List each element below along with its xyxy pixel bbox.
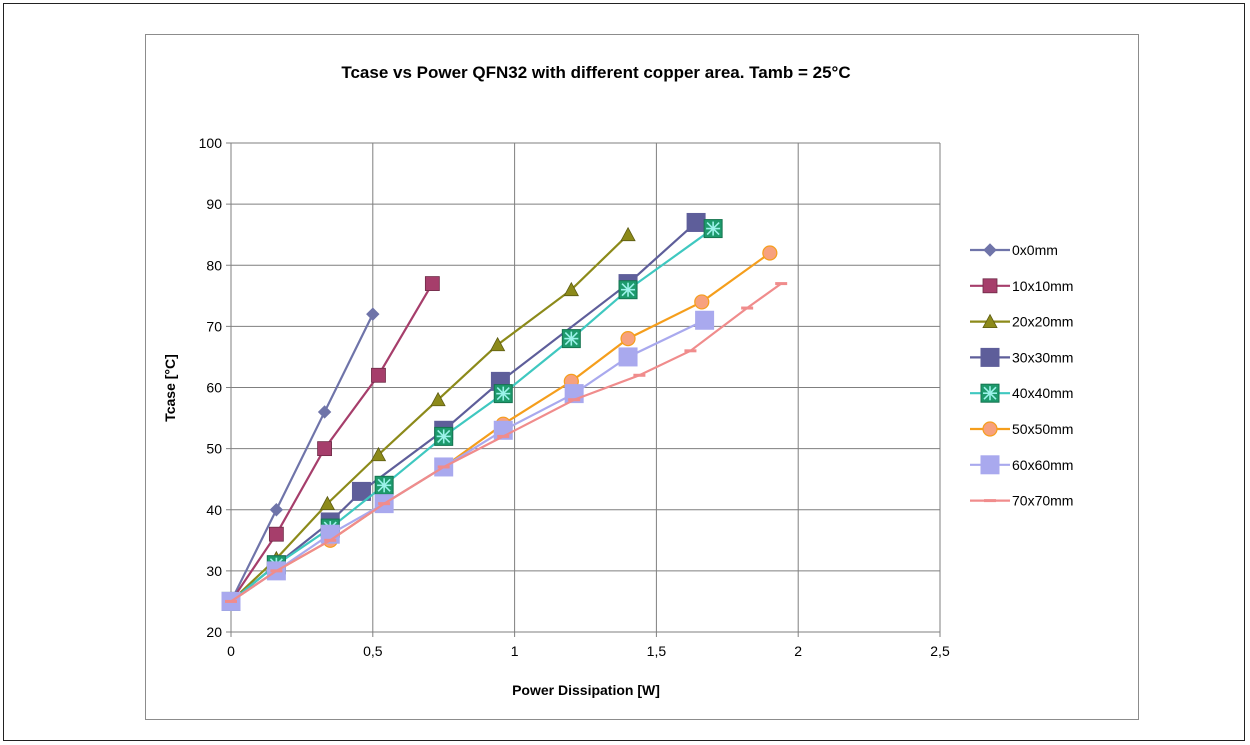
legend-marker: [980, 383, 1000, 403]
chart-title: Tcase vs Power QFN32 with different copp…: [341, 63, 850, 82]
y-axis-title: Tcase [°C]: [162, 354, 178, 422]
y-tick-label: 20: [206, 624, 222, 640]
axes: [226, 142, 941, 637]
series-layer: [221, 212, 788, 611]
data-point: [371, 367, 386, 383]
data-point: [703, 219, 723, 239]
data-point: [741, 306, 754, 310]
data-point: [351, 481, 371, 501]
data-point: [493, 384, 513, 404]
legend-label: 30x30mm: [1012, 349, 1073, 365]
legend: 0x0mm 10x10mm 20x20mm 30x30mm 40x40mm 50x50mm…: [970, 242, 1073, 509]
y-tick-label: 30: [206, 563, 222, 579]
data-point: [437, 465, 450, 469]
x-axis-title: Power Dissipation [W]: [512, 682, 660, 698]
x-tick-label: 2,5: [930, 643, 950, 659]
legend-item: 70x70mm: [970, 493, 1073, 509]
data-point: [633, 373, 646, 377]
x-tick-label: 0: [227, 643, 235, 659]
data-point: [317, 405, 332, 419]
series-line: [230, 313, 374, 602]
legend-label: 70x70mm: [1012, 493, 1073, 509]
y-tick-label: 40: [206, 502, 222, 518]
data-point: [489, 336, 506, 352]
legend-label: 10x10mm: [1012, 278, 1073, 294]
legend-marker: [982, 278, 998, 294]
data-point: [563, 281, 579, 297]
data-point: [684, 349, 697, 353]
tick-labels: 20 30 40 50 60 70 80 90 100 0 0,5 1 1,5 2 2,5: [199, 135, 950, 659]
y-tick-label: 60: [206, 380, 222, 396]
legend-marker: [984, 499, 996, 503]
legend-marker: [982, 313, 998, 329]
data-point: [317, 441, 332, 457]
data-point: [686, 212, 706, 232]
legend-marker: [980, 347, 1000, 367]
data-point: [618, 347, 638, 367]
legend-item: 50x50mm: [970, 421, 1073, 437]
data-point: [269, 503, 284, 517]
data-point: [618, 280, 638, 300]
y-tick-label: 70: [206, 318, 222, 334]
data-point: [775, 282, 788, 286]
data-point: [568, 398, 581, 402]
data-point: [695, 310, 715, 330]
legend-label: 20x20mm: [1012, 314, 1073, 330]
y-tick-label: 50: [206, 441, 222, 457]
data-point: [370, 446, 387, 462]
page-frame: [3, 3, 1245, 741]
legend-item: 30x30mm: [970, 347, 1073, 367]
data-point: [434, 426, 454, 446]
legend-marker: [982, 421, 998, 437]
legend-marker: [980, 455, 1000, 475]
legend-item: 40x40mm: [970, 383, 1073, 403]
data-point: [430, 391, 446, 407]
data-point: [620, 226, 636, 242]
data-point: [366, 307, 380, 321]
legend-label: 0x0mm: [1012, 242, 1058, 258]
data-point: [561, 329, 581, 349]
data-point: [424, 276, 440, 291]
data-point: [497, 434, 510, 438]
legend-marker: [983, 243, 997, 257]
series-70x70mm: [225, 282, 788, 603]
legend-label: 50x50mm: [1012, 421, 1073, 437]
data-point: [694, 294, 710, 310]
series-line: [230, 233, 629, 603]
data-point: [374, 475, 394, 495]
data-point: [270, 569, 283, 573]
legend-label: 60x60mm: [1012, 457, 1073, 473]
data-point: [620, 331, 636, 347]
legend-label: 40x40mm: [1012, 385, 1073, 401]
y-tick-label: 100: [199, 135, 223, 151]
data-point: [324, 538, 337, 542]
x-tick-label: 1,5: [647, 643, 667, 659]
legend-item: 20x20mm: [970, 314, 1073, 330]
data-point: [378, 502, 391, 506]
x-tick-label: 1: [511, 643, 519, 659]
gridlines: [231, 142, 941, 632]
data-point: [762, 245, 778, 261]
data-point: [319, 495, 336, 511]
data-point: [268, 526, 284, 542]
legend-item: 60x60mm: [970, 455, 1073, 475]
y-tick-label: 80: [206, 257, 222, 273]
legend-item: 10x10mm: [970, 278, 1073, 294]
y-tick-label: 90: [206, 196, 222, 212]
data-point: [225, 599, 237, 603]
legend-item: 0x0mm: [970, 242, 1058, 258]
x-tick-label: 2: [794, 643, 802, 659]
x-tick-label: 0,5: [363, 643, 383, 659]
